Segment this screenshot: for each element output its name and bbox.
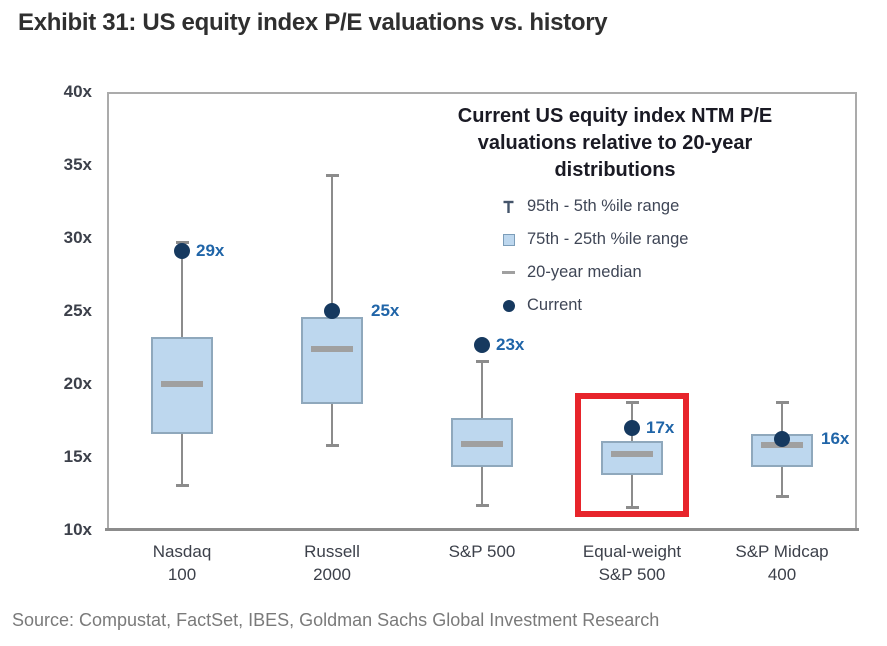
x-axis-category-label: S&P Midcap 400 xyxy=(735,542,829,584)
legend-items: 95th - 5th %ile range 75th - 25th %ile r… xyxy=(501,190,815,322)
current-dot-equal-weight-s-p-500 xyxy=(624,419,640,436)
whisker-cap-top-equal-weight-s-p-500 xyxy=(625,400,639,404)
legend-item-current: Current xyxy=(501,289,815,322)
legend-item-75th-25th-range: 75th - 25th %ile range xyxy=(501,223,815,256)
iqr-box-icon xyxy=(501,233,516,246)
current-dot-s-p-midcap-400 xyxy=(774,431,790,448)
median-dash-russell-2000 xyxy=(311,345,353,352)
x-axis-category-label: Nasdaq 100 xyxy=(152,542,212,584)
y-axis-tick-label: 10x xyxy=(63,520,92,539)
y-axis-tick-label: 20x xyxy=(63,374,92,393)
whisker-cap-top-s-p-midcap-400 xyxy=(775,400,789,404)
median-dash-nasdaq-100 xyxy=(161,381,203,387)
current-value-label-s-p-500: 23x xyxy=(496,334,525,354)
x-axis-category-label: Russell 2000 xyxy=(304,542,360,584)
iqr-box-equal-weight-s-p-500 xyxy=(601,440,663,475)
highlight-box-equal-weight-s-p-500 xyxy=(575,392,689,517)
current-value-label-s-p-midcap-400: 16x xyxy=(821,429,850,449)
current-dot-s-p-500 xyxy=(474,336,490,353)
y-axis-tick-label: 40x xyxy=(63,82,92,101)
source-line: Source: Compustat, FactSet, IBES, Goldma… xyxy=(12,610,660,630)
current-dot-icon xyxy=(501,299,516,312)
x-axis-category-label: S&P 500 xyxy=(448,542,516,561)
chart-legend: Current US equity index NTM P/E valuatio… xyxy=(415,103,815,322)
iqr-box-russell-2000 xyxy=(301,316,363,405)
whisker-range-icon xyxy=(501,200,516,214)
whisker-cap-bottom-s-p-500 xyxy=(475,504,489,508)
current-value-label-russell-2000: 25x xyxy=(371,301,400,320)
x-axis-category-label: Equal-weight S&P 500 xyxy=(582,542,682,584)
legend-title: Current US equity index NTM P/E valuatio… xyxy=(457,105,773,181)
legend-item-label: 95th - 5th %ile range xyxy=(527,197,680,215)
current-value-label-nasdaq-100: 29x xyxy=(196,241,225,261)
y-axis-tick-label: 25x xyxy=(63,301,92,320)
current-value-label-equal-weight-s-p-500: 17x xyxy=(646,417,675,437)
x-axis-line xyxy=(105,528,859,531)
whisker-cap-bottom-russell-2000 xyxy=(325,444,339,448)
legend-item-label: Current xyxy=(527,296,583,314)
median-dash-equal-weight-s-p-500 xyxy=(611,451,653,458)
y-axis-tick-label: 30x xyxy=(63,228,92,247)
whisker-cap-bottom-equal-weight-s-p-500 xyxy=(625,505,639,509)
legend-item-label: 20-year median xyxy=(527,263,642,281)
median-dash-s-p-500 xyxy=(461,440,503,447)
whisker-cap-top-russell-2000 xyxy=(325,174,339,178)
current-dot-nasdaq-100 xyxy=(174,243,190,260)
y-axis-tick-label: 15x xyxy=(63,447,92,466)
whisker-cap-top-nasdaq-100 xyxy=(175,241,189,245)
median-dash-icon xyxy=(501,271,516,274)
whisker-cap-bottom-s-p-midcap-400 xyxy=(775,495,789,499)
exhibit-title: Exhibit 31: US equity index P/E valuatio… xyxy=(18,9,608,36)
legend-item-95th-5th-range: 95th - 5th %ile range xyxy=(501,190,815,223)
current-dot-russell-2000 xyxy=(324,303,340,319)
y-axis-tick-label: 35x xyxy=(63,155,92,174)
whisker-cap-top-s-p-500 xyxy=(475,359,489,363)
whisker-cap-bottom-nasdaq-100 xyxy=(175,483,189,487)
legend-item-20-year-median: 20-year median xyxy=(501,256,815,289)
legend-item-label: 75th - 25th %ile range xyxy=(527,230,689,248)
